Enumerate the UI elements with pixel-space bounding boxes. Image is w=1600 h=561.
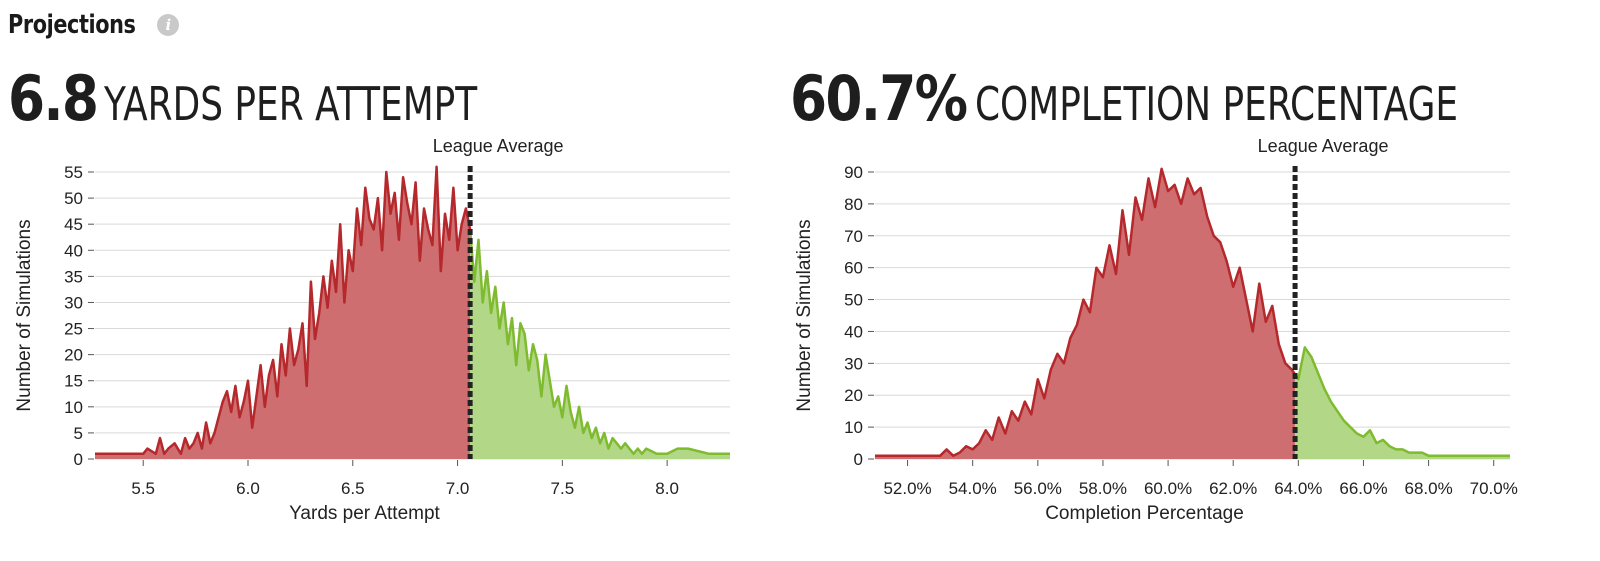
- y-tick-label: 60: [844, 259, 863, 278]
- x-tick-label: 64.0%: [1274, 479, 1322, 498]
- headline-label: YARDS PER ATTEMPT: [103, 77, 478, 131]
- y-tick-label: 10: [844, 418, 863, 437]
- y-tick-label: 80: [844, 195, 863, 214]
- headline-completion: 60.7% COMPLETION PERCENTAGE: [790, 62, 1594, 135]
- y-tick-label: 50: [64, 189, 83, 208]
- y-axis-label: Number of Simulations: [794, 219, 815, 411]
- y-tick-label: 0: [74, 450, 83, 469]
- line-below-average: [875, 167, 1297, 458]
- y-tick-label: 5: [74, 424, 83, 443]
- x-tick-label: 56.0%: [1014, 479, 1062, 498]
- headline-value: 60.7%: [790, 62, 968, 135]
- x-tick-label: 8.0: [655, 479, 679, 498]
- x-tick-label: 7.5: [551, 479, 575, 498]
- x-tick-label: 58.0%: [1079, 479, 1127, 498]
- league-average-label: League Average: [1258, 136, 1389, 156]
- y-tick-label: 40: [844, 322, 863, 341]
- x-tick-label: 52.0%: [883, 479, 931, 498]
- x-tick-label: 68.0%: [1404, 479, 1452, 498]
- y-tick-label: 15: [64, 372, 83, 391]
- y-tick-label: 90: [844, 163, 863, 182]
- x-tick-label: 60.0%: [1144, 479, 1192, 498]
- y-tick-label: 35: [64, 267, 83, 286]
- section-title: Projections: [8, 10, 136, 40]
- ypa-distribution-chart: 0 5 10 15 20 25 30 35 40 45 50 55 5.5 6.0 6.5 7.0 7.5 8.0…: [14, 136, 730, 524]
- y-tick-label: 20: [64, 346, 83, 365]
- area-above-average: [470, 229, 730, 459]
- y-tick-label: 70: [844, 227, 863, 246]
- line-below-average: [95, 165, 472, 456]
- x-tick-label: 66.0%: [1339, 479, 1387, 498]
- x-tick-label: 7.0: [446, 479, 470, 498]
- x-tick-label: 5.5: [131, 479, 155, 498]
- area-below-average: [875, 168, 1296, 460]
- section-header: Projections i: [8, 10, 180, 40]
- y-tick-label: 30: [844, 354, 863, 373]
- headline-value: 6.8: [8, 62, 99, 135]
- x-tick-label: 6.5: [341, 479, 365, 498]
- info-icon[interactable]: i: [157, 14, 180, 36]
- line-above-average: [1294, 346, 1510, 458]
- y-tick-label: 45: [64, 215, 83, 234]
- headline-ypa: 6.8 YARDS PER ATTEMPT: [8, 62, 582, 135]
- x-tick-label: 62.0%: [1209, 479, 1257, 498]
- x-axis-label: Yards per Attempt: [289, 503, 440, 524]
- completion-distribution-chart: 0 10 20 30 40 50 60 70 80 90 52.0% 54.0% 56.0% 58.0% 6…: [794, 136, 1518, 524]
- area-below-average: [95, 166, 471, 460]
- y-tick-label: 30: [64, 293, 83, 312]
- headline-label: COMPLETION PERCENTAGE: [975, 77, 1459, 131]
- y-tick-label: 40: [64, 241, 83, 260]
- x-tick-label: 6.0: [236, 479, 260, 498]
- area-above-average: [1295, 347, 1510, 459]
- y-tick-label: 20: [844, 386, 863, 405]
- y-tick-label: 55: [64, 163, 83, 182]
- y-tick-label: 0: [854, 450, 863, 469]
- y-tick-label: 25: [64, 320, 83, 339]
- y-axis-label: Number of Simulations: [14, 219, 35, 411]
- league-average-label: League Average: [433, 136, 564, 156]
- y-tick-label: 50: [844, 291, 863, 310]
- x-tick-label: 70.0%: [1470, 479, 1518, 498]
- x-tick-label: 54.0%: [949, 479, 997, 498]
- y-tick-label: 10: [64, 398, 83, 417]
- x-axis-label: Completion Percentage: [1045, 503, 1244, 524]
- line-above-average: [468, 229, 730, 456]
